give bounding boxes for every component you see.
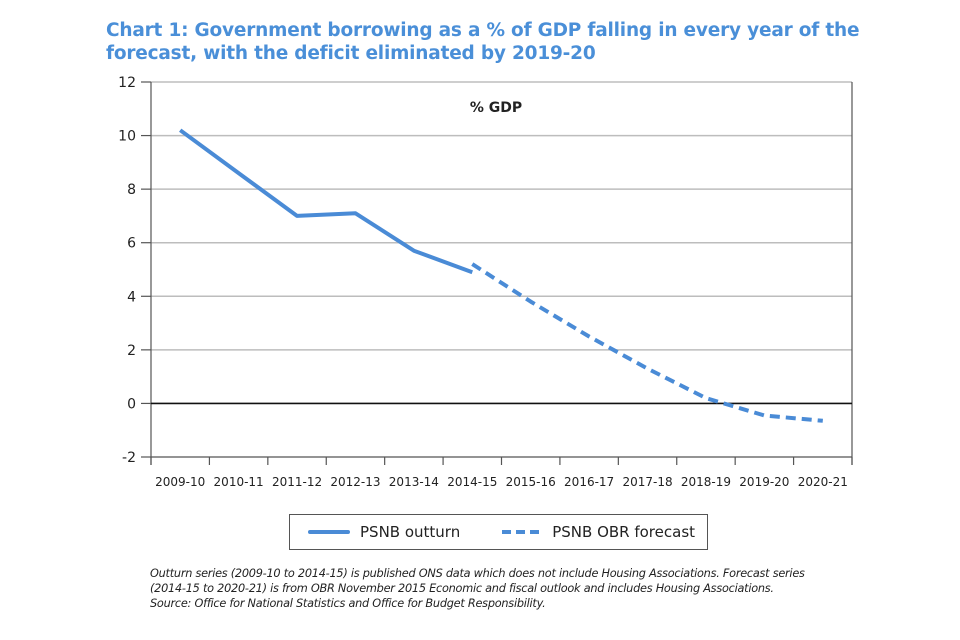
series [179,128,823,423]
legend-item-forecast: PSNB OBR forecast [500,523,695,541]
y-tick-label: 2 [127,343,136,359]
y-tick-label: 12 [118,75,136,91]
legend: PSNB outturn PSNB OBR forecast [289,514,708,550]
x-tick-label: 2010-11 [214,475,264,489]
legend-item-outturn: PSNB outturn [308,523,460,541]
chart-title-line-1: Chart 1: Government borrowing as a % of … [106,20,860,41]
legend-solid-line-swatch [308,530,350,534]
y-tick-label: 6 [127,236,136,252]
unit-label: % GDP [470,100,522,116]
gridlines [151,81,852,351]
x-tick-label: 2011-12 [272,475,322,489]
y-tick-label: 4 [127,289,136,305]
axes [141,81,853,465]
legend-label-forecast: PSNB OBR forecast [552,523,696,541]
footnote: Outturn series (2009-10 to 2014-15) is p… [150,566,870,611]
series-line-forecast [471,262,823,423]
x-tick-label: 2017-18 [622,475,672,489]
x-tick-label: 2018-19 [681,475,731,489]
footnote-line-3: Source: Office for National Statistics a… [150,597,546,610]
tick-labels: -2 0 2 4 6 8 10 12 2009-10 2010-11 2011-12 2012-13 2… [118,75,848,489]
footnote-line-2: (2014-15 to 2020-21) is from OBR Novembe… [150,582,774,595]
x-tick-label: 2015-16 [506,475,556,489]
legend-label-outturn: PSNB outturn [360,523,461,541]
x-tick-label: 2014-15 [447,475,497,489]
y-tick-label: 0 [127,396,136,412]
chart-title-line-2: forecast, with the deficit eliminated by… [106,43,596,64]
x-tick-label: 2020-21 [798,475,848,489]
legend-dashed-line-swatch [502,530,541,534]
chart-title: Chart 1: Government borrowing as a % of … [106,19,866,65]
x-tick-label: 2009-10 [155,475,205,489]
footnote-line-1: Outturn series (2009-10 to 2014-15) is p… [150,567,805,580]
x-tick-label: 2013-14 [389,475,439,489]
y-tick-label: 8 [127,182,136,198]
y-tick-label: -2 [122,450,136,466]
line-chart: -2 0 2 4 6 8 10 12 2009-10 2010-11 2011-12 2012-13 2… [118,75,853,489]
y-tick-label: 10 [118,129,136,145]
x-tick-label: 2016-17 [564,475,614,489]
series-line-outturn [179,128,473,275]
x-tick-label: 2012-13 [330,475,380,489]
x-tick-label: 2019-20 [739,475,789,489]
